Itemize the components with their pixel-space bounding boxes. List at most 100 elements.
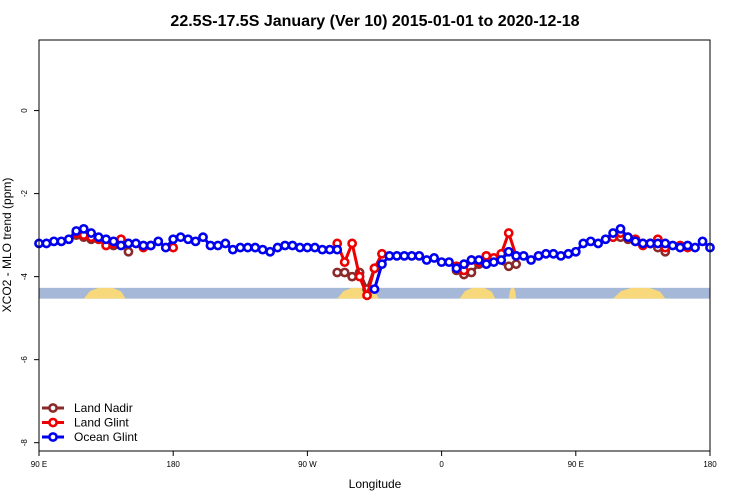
data-point: [459, 259, 469, 270]
data-point: [354, 271, 365, 282]
data-point: [235, 242, 246, 253]
land-segment: [613, 287, 666, 299]
y-axis-ticks: 0 -2 -4 -6 -8: [20, 108, 39, 446]
data-point: [399, 250, 410, 261]
y-tick-label: -6: [20, 356, 29, 364]
y-tick-label: -2: [20, 190, 29, 198]
chart-title: 22.5S-17.5S January (Ver 10) 2015-01-01 …: [170, 13, 579, 30]
data-point: [265, 246, 276, 257]
legend-item: Land Glint: [42, 416, 129, 430]
data-point: [145, 240, 156, 251]
data-point: [332, 244, 343, 255]
data-point: [391, 250, 402, 261]
legend-marker: [48, 432, 58, 442]
legend-label: Land Glint: [74, 416, 129, 430]
data-point: [101, 234, 111, 245]
data-point: [56, 236, 67, 247]
data-point: [652, 238, 663, 249]
data-point: [175, 232, 186, 243]
data-point: [608, 228, 618, 238]
data-point: [444, 257, 454, 268]
data-point: [615, 223, 626, 234]
data-point: [533, 250, 544, 261]
legend-marker: [48, 403, 58, 413]
data-point: [49, 236, 59, 247]
data-point: [302, 242, 313, 253]
data-point: [220, 238, 231, 249]
data-point: [280, 240, 290, 251]
legend-label: Land Nadir: [74, 401, 133, 415]
data-point: [123, 238, 134, 249]
data-point: [287, 240, 298, 251]
data-point: [645, 238, 656, 249]
data-point: [41, 238, 52, 249]
data-point: [332, 267, 343, 278]
data-point: [414, 250, 425, 261]
data-point: [362, 290, 372, 301]
data-point: [123, 246, 134, 257]
data-point: [638, 238, 648, 249]
data-point: [667, 240, 678, 251]
x-tick-label: 0: [439, 460, 444, 469]
data-point: [317, 244, 328, 255]
data-point: [153, 236, 164, 247]
data-point: [511, 259, 522, 270]
data-point: [630, 236, 641, 247]
x-axis-ticks: 90 E 180 90 W 0 90 E 180: [31, 451, 717, 469]
series-ocean-glint: [34, 223, 715, 294]
data-point: [138, 240, 149, 251]
data-point: [198, 232, 208, 243]
data-point: [339, 267, 350, 278]
data-point: [623, 232, 633, 243]
data-point: [541, 248, 551, 259]
data-point: [108, 236, 119, 247]
legend-marker: [48, 417, 58, 428]
data-point: [585, 236, 596, 247]
data-point: [436, 257, 447, 268]
data-point: [518, 250, 529, 261]
x-tick-label: 90 E: [31, 460, 47, 469]
data-point: [324, 244, 335, 255]
data-point: [339, 257, 350, 268]
y-tick-label: 0: [20, 108, 29, 113]
data-point: [377, 248, 387, 259]
data-point: [675, 242, 686, 253]
data-point: [295, 242, 305, 253]
data-point: [369, 284, 380, 294]
data-point: [600, 234, 611, 245]
data-point: [63, 234, 74, 245]
data-point: [71, 226, 82, 236]
data-point: [660, 238, 671, 249]
data-point: [93, 232, 104, 243]
data-point: [488, 257, 499, 268]
data-point: [78, 223, 89, 234]
data-point: [131, 238, 141, 249]
data-point: [116, 240, 126, 251]
x-tick-label: 90 E: [568, 460, 584, 469]
legend-item: Ocean Glint: [42, 430, 138, 444]
data-point: [406, 250, 417, 261]
data-point: [257, 244, 268, 255]
data-point: [503, 246, 514, 257]
data-point: [421, 255, 432, 265]
y-tick-label: -8: [20, 439, 29, 447]
data-point: [160, 242, 171, 253]
land-segment: [83, 287, 126, 299]
data-point: [347, 238, 358, 249]
data-point: [86, 228, 97, 238]
data-point: [347, 271, 358, 282]
data-point: [190, 236, 201, 247]
data-point: [227, 244, 238, 255]
data-point: [466, 267, 477, 278]
data-point: [384, 250, 395, 261]
data-point: [570, 246, 581, 257]
legend-item: Land Nadir: [42, 401, 133, 415]
data-point: [429, 253, 440, 263]
x-tick-label: 90 W: [298, 460, 317, 469]
data-point: [548, 248, 559, 259]
data-point: [309, 242, 320, 253]
data-point: [473, 255, 484, 265]
